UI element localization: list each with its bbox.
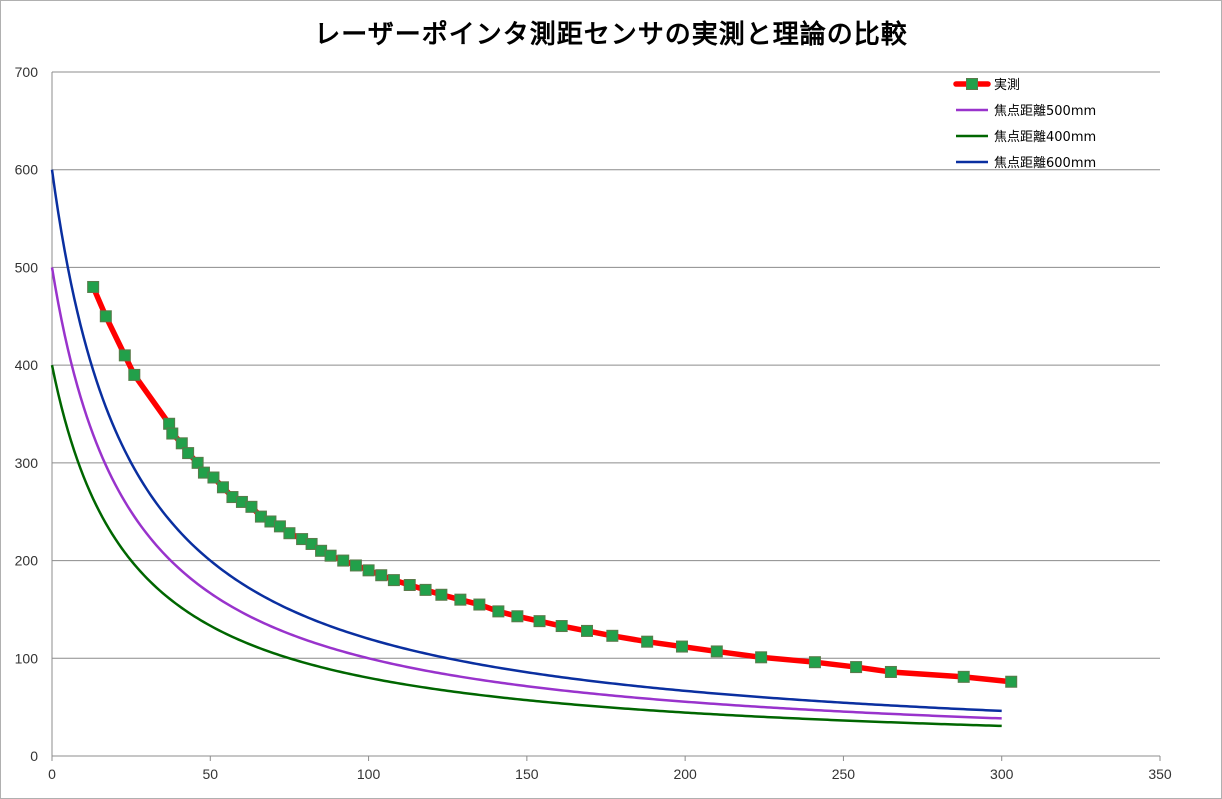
x-tick-label: 200 [673,766,697,782]
data-point-measured [349,559,362,572]
data-point-measured [216,481,229,494]
data-point-measured [957,670,970,683]
data-point-measured [245,500,258,513]
x-tick-label: 350 [1148,766,1172,782]
series-layer [50,169,1018,728]
data-point-measured [641,635,654,648]
series-line-600mm [50,169,1002,713]
data-point-measured [419,583,432,596]
data-point-measured [273,520,286,533]
x-tick-label: 100 [357,766,381,782]
data-point-measured [283,527,296,540]
data-point-measured [182,447,195,460]
y-tick-label: 0 [30,748,38,764]
tick-labels: 0 100 200 300 400 500 600 700 0 50 100 150 200 250 300… [15,64,1172,782]
x-tick-label: 50 [202,766,218,782]
data-point-measured [207,471,220,484]
data-point-measured [454,593,467,606]
data-point-measured [191,456,204,469]
data-point-measured [755,651,768,664]
data-point-measured [555,620,568,633]
data-point-measured [533,615,546,628]
data-point-measured [375,569,388,582]
grid-lines [52,71,1160,659]
y-tick-label: 700 [15,64,39,80]
data-point-measured [884,665,897,678]
series-line-500mm [50,267,1002,720]
data-point-measured [387,574,400,587]
data-point-measured [511,610,524,623]
data-point-measured [118,349,131,362]
data-point-measured [337,554,350,567]
series-line-400mm [50,364,1002,728]
axes [51,72,1161,761]
x-tick-label: 300 [990,766,1014,782]
y-tick-label: 200 [15,553,39,569]
data-point-measured [710,645,723,658]
y-tick-label: 600 [15,162,39,178]
legend-label: 焦点距離400mm [994,130,1096,145]
y-tick-label: 100 [15,650,39,666]
data-point-measured [99,310,112,323]
data-point-measured [435,588,448,601]
x-tick-label: 250 [832,766,856,782]
data-point-measured [305,537,318,550]
data-point-measured [324,549,337,562]
data-point-measured [87,280,100,293]
y-tick-label: 500 [15,259,39,275]
data-point-measured [473,598,486,611]
data-point-measured [166,427,179,440]
data-point-measured [403,579,416,591]
data-point-measured [362,564,375,577]
data-point-measured [850,661,863,674]
y-tick-label: 400 [15,357,39,373]
y-tick-label: 300 [15,455,39,471]
data-point-measured [128,368,141,381]
series-line-measured [90,284,1014,685]
data-point-measured [175,437,188,450]
data-point-measured [1005,675,1018,688]
data-point-measured [606,629,619,642]
x-tick-label: 150 [515,766,539,782]
legend-label: 焦点距離500mm [994,104,1096,119]
data-point-measured [492,605,505,618]
x-tick-label: 0 [48,766,56,782]
data-point-measured [675,640,688,653]
chart-title: レーザーポインタ測距センサの実測と理論の比較 [314,20,908,50]
legend-label: 焦点距離600mm [994,156,1096,171]
data-point-measured [581,624,594,637]
legend-label: 実測 [994,77,1020,93]
legend-marker-measured [966,78,978,90]
data-point-measured [808,656,821,669]
